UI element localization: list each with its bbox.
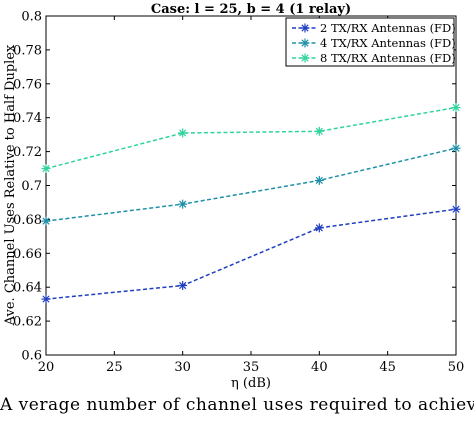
x-tick-label: 25 bbox=[106, 360, 123, 375]
data-point-s2 bbox=[314, 175, 324, 185]
chart-title: Case: l = 25, b = 4 (1 relay) bbox=[151, 2, 351, 17]
data-point-s2 bbox=[178, 199, 188, 209]
x-tick-label: 20 bbox=[38, 360, 55, 375]
data-point-s1 bbox=[178, 281, 188, 291]
x-tick-label: 45 bbox=[379, 360, 396, 375]
y-tick-label: 0.64 bbox=[13, 281, 42, 296]
y-tick-label: 0.72 bbox=[13, 145, 42, 160]
legend-marker bbox=[300, 23, 310, 33]
plot-area bbox=[45, 15, 457, 356]
y-tick-label: 0.66 bbox=[13, 247, 42, 262]
y-tick-label: 0.7 bbox=[21, 179, 42, 194]
y-tick-label: 0.6 bbox=[21, 349, 42, 364]
x-tick-label: 30 bbox=[174, 360, 191, 375]
y-axis: 0.6 0.62 0.64 0.66 0.68 0.7 0.72 0.74 0.76 0.78 0.… bbox=[13, 10, 456, 364]
legend-marker bbox=[300, 38, 310, 48]
data-point-s3 bbox=[41, 164, 51, 174]
x-tick-label: 50 bbox=[448, 360, 465, 375]
data-point-s3 bbox=[314, 126, 324, 136]
y-axis-label: Ave. Channel Uses Relative to Half Duple… bbox=[3, 44, 18, 326]
y-tick-label: 0.78 bbox=[13, 43, 42, 58]
legend-marker bbox=[300, 53, 310, 63]
data-point-s1 bbox=[41, 294, 51, 304]
legend: 2 TX/RX Antennas (FD)4 TX/RX Antennas (F… bbox=[285, 17, 456, 67]
data-point-s1 bbox=[314, 223, 324, 233]
x-tick-label: 35 bbox=[243, 360, 260, 375]
x-axis-label: η (dB) bbox=[231, 376, 271, 391]
data-point-s1 bbox=[451, 204, 461, 214]
y-tick-label: 0.76 bbox=[13, 77, 42, 92]
data-point-s2 bbox=[451, 143, 461, 153]
legend-label: 4 TX/RX Antennas (FD) bbox=[320, 36, 456, 50]
series-line-3 bbox=[45, 106, 457, 170]
data-point-s3 bbox=[451, 103, 461, 113]
legend-label: 8 TX/RX Antennas (FD) bbox=[320, 51, 456, 65]
y-tick-label: 0.8 bbox=[21, 10, 42, 25]
data-point-s2 bbox=[41, 216, 51, 226]
x-axis: 20 25 30 35 40 45 50 bbox=[38, 16, 465, 375]
x-tick-label: 40 bbox=[311, 360, 328, 375]
legend-label: 2 TX/RX Antennas (FD) bbox=[320, 21, 456, 35]
data-point-s3 bbox=[178, 128, 188, 138]
figure-caption: A verage number of channel uses required… bbox=[0, 395, 474, 415]
y-tick-label: 0.68 bbox=[13, 213, 42, 228]
series-line-1 bbox=[45, 208, 457, 300]
y-tick-label: 0.74 bbox=[13, 111, 42, 126]
series-line-2 bbox=[45, 147, 457, 222]
series-group bbox=[41, 103, 461, 304]
y-tick-label: 0.62 bbox=[13, 315, 42, 330]
